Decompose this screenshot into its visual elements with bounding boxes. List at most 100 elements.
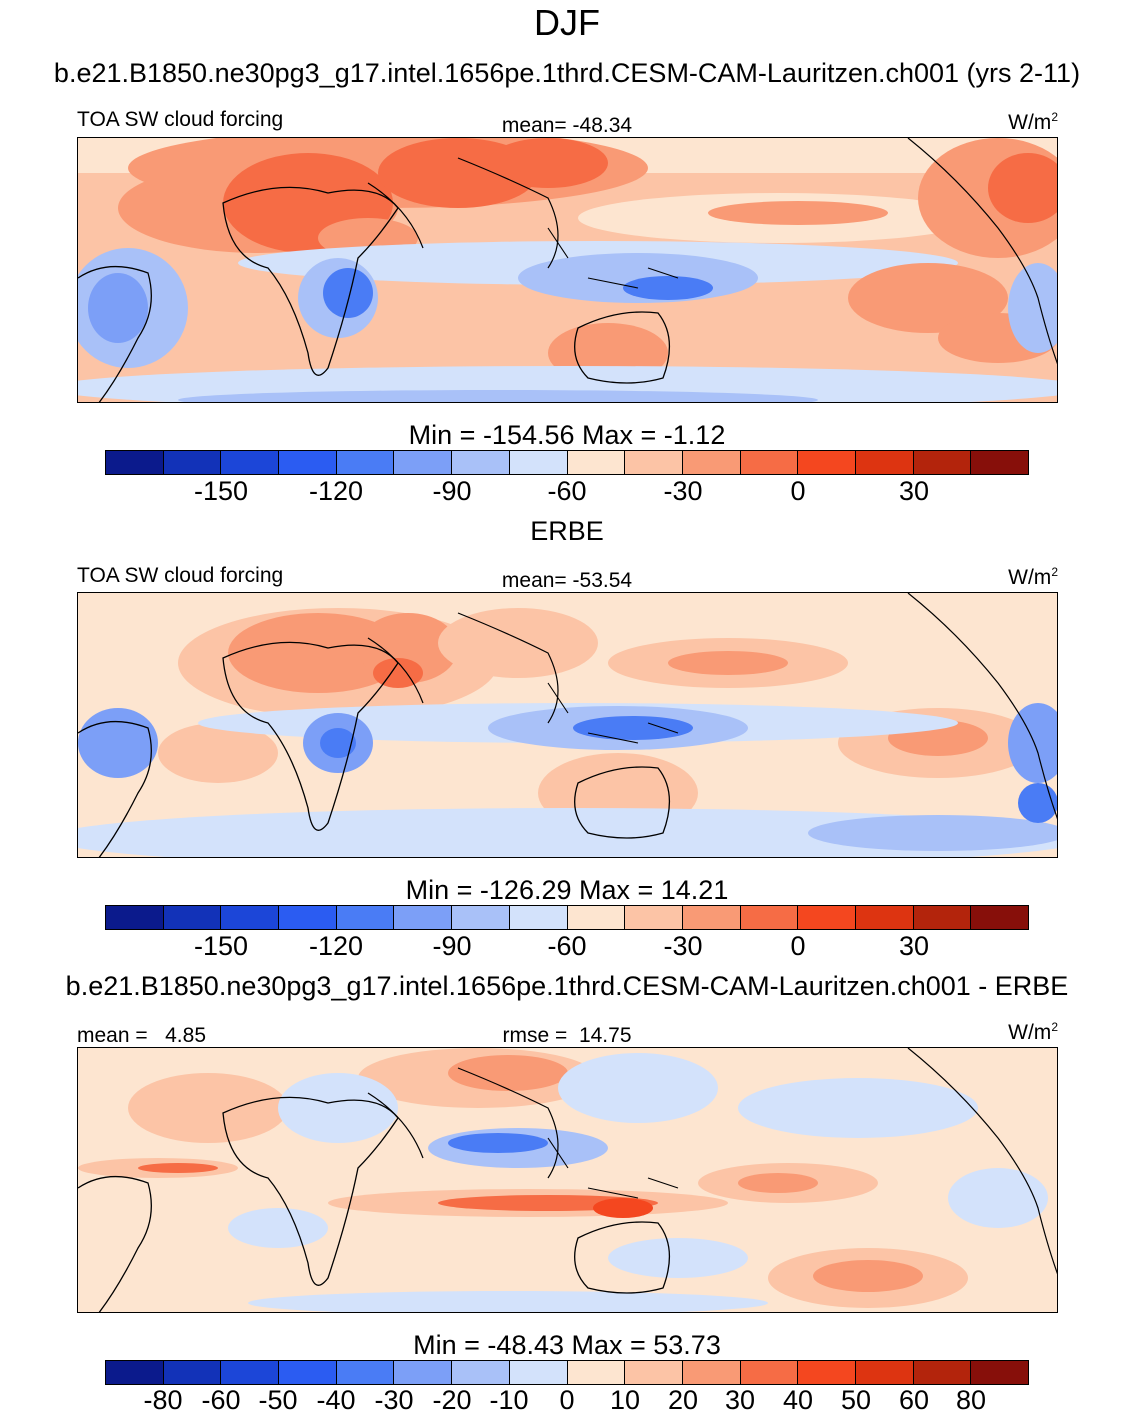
panel-3-title: b.e21.B1850.ne30pg3_g17.intel.1656pe.1th… xyxy=(65,971,1069,1001)
colorbar-swatch xyxy=(855,906,914,929)
colorbar-swatch xyxy=(336,906,395,929)
panel-1-tick: 0 xyxy=(790,476,806,506)
colorbar-swatch xyxy=(625,1361,683,1384)
colorbar-swatch xyxy=(913,451,972,474)
colorbar-swatch xyxy=(394,1361,453,1384)
panel-1-colorbar xyxy=(105,450,1029,475)
colorbar-swatch xyxy=(971,906,1028,929)
panel-3-tick: 30 xyxy=(724,1385,756,1415)
main-title: DJF xyxy=(534,2,600,43)
panel-1-colorbar-ticks: -150 -120 -90 -60 -30 0 30 xyxy=(0,476,1135,512)
panel-3-tick: 10 xyxy=(609,1385,641,1415)
panel-2-tick: 0 xyxy=(790,931,806,961)
panel-3-tick: 60 xyxy=(898,1385,930,1415)
colorbar-swatch xyxy=(394,451,453,474)
colorbar-swatch xyxy=(452,451,510,474)
colorbar-swatch xyxy=(221,906,280,929)
panel-1-mean-label: mean= -48.34 xyxy=(501,114,633,137)
colorbar-swatch xyxy=(336,451,395,474)
panel-1-tick: -60 xyxy=(547,476,587,506)
panel-3-tick: 50 xyxy=(840,1385,872,1415)
panel-1-map xyxy=(77,137,1058,403)
colorbar-swatch xyxy=(509,451,568,474)
panel-3-rmse-label: rmse = 14.75 xyxy=(502,1024,632,1047)
panel-2-tick: -90 xyxy=(432,931,472,961)
colorbar-swatch xyxy=(336,1361,395,1384)
panel-3-tick: -60 xyxy=(201,1385,241,1415)
panel-3-tick: -30 xyxy=(374,1385,414,1415)
panel-1-tick: -120 xyxy=(308,476,364,506)
colorbar-swatch xyxy=(279,451,337,474)
panel-3-tick: 80 xyxy=(955,1385,987,1415)
panel-2-title: ERBE xyxy=(530,516,604,546)
panel-3-mean-label: mean = 4.85 xyxy=(77,1024,207,1047)
colorbar-swatch xyxy=(394,906,453,929)
colorbar-swatch xyxy=(567,906,626,929)
colorbar-swatch xyxy=(221,1361,280,1384)
panel-2-colorbar xyxy=(105,905,1029,930)
panel-2-units: W/m2 xyxy=(1008,565,1058,589)
colorbar-swatch xyxy=(221,451,280,474)
colorbar-swatch xyxy=(740,906,799,929)
colorbar-swatch xyxy=(567,1361,626,1384)
panel-1-minmax: Min = -154.56 Max = -1.12 xyxy=(408,420,726,450)
panel-1-title: b.e21.B1850.ne30pg3_g17.intel.1656pe.1th… xyxy=(53,58,1081,88)
colorbar-swatch xyxy=(913,1361,972,1384)
panel-3-tick: -10 xyxy=(489,1385,529,1415)
colorbar-swatch xyxy=(279,1361,337,1384)
colorbar-swatch xyxy=(106,1361,164,1384)
colorbar-swatch xyxy=(106,451,164,474)
colorbar-swatch xyxy=(106,906,164,929)
panel-3-map xyxy=(77,1047,1058,1313)
panel-2-variable-label: TOA SW cloud forcing xyxy=(77,564,284,587)
panel-3-minmax: Min = -48.43 Max = 53.73 xyxy=(413,1330,721,1360)
colorbar-swatch xyxy=(509,906,568,929)
colorbar-swatch xyxy=(855,451,914,474)
colorbar-swatch xyxy=(163,1361,222,1384)
colorbar-swatch xyxy=(798,451,856,474)
panel-2-tick: 30 xyxy=(898,931,930,961)
colorbar-swatch xyxy=(452,1361,510,1384)
panel-3-tick: 0 xyxy=(559,1385,575,1415)
colorbar-swatch xyxy=(163,906,222,929)
colorbar-swatch xyxy=(798,1361,856,1384)
panel-3-units: W/m2 xyxy=(1008,1020,1058,1044)
colorbar-swatch xyxy=(567,451,626,474)
panel-2-tick: -30 xyxy=(663,931,703,961)
colorbar-swatch xyxy=(798,906,856,929)
panel-1-tick: 30 xyxy=(898,476,930,506)
colorbar-swatch xyxy=(971,1361,1028,1384)
panel-2-minmax: Min = -126.29 Max = 14.21 xyxy=(405,875,729,905)
panel-2-tick: -150 xyxy=(193,931,249,961)
panel-3-tick: -20 xyxy=(432,1385,472,1415)
panel-1-units: W/m2 xyxy=(1008,110,1058,134)
panel-3-colorbar-ticks: -80 -60 -50 -40 -30 -20 -10 0 10 20 30 4… xyxy=(0,1385,1135,1418)
colorbar-swatch xyxy=(682,906,741,929)
panel-1-tick: -150 xyxy=(193,476,249,506)
colorbar-swatch xyxy=(452,906,510,929)
panel-3-tick: -40 xyxy=(316,1385,356,1415)
colorbar-swatch xyxy=(279,906,337,929)
colorbar-swatch xyxy=(971,451,1028,474)
colorbar-swatch xyxy=(855,1361,914,1384)
panel-3-tick: 40 xyxy=(782,1385,814,1415)
panel-3-colorbar xyxy=(105,1360,1029,1385)
colorbar-swatch xyxy=(682,1361,741,1384)
colorbar-swatch xyxy=(509,1361,568,1384)
colorbar-swatch xyxy=(625,906,683,929)
colorbar-swatch xyxy=(740,1361,799,1384)
colorbar-swatch xyxy=(163,451,222,474)
panel-2-map xyxy=(77,592,1058,858)
panel-2-tick: -60 xyxy=(547,931,587,961)
panel-2-mean-label: mean= -53.54 xyxy=(501,569,633,592)
colorbar-swatch xyxy=(740,451,799,474)
colorbar-swatch xyxy=(682,451,741,474)
panel-2-colorbar-ticks: -150 -120 -90 -60 -30 0 30 xyxy=(0,931,1135,967)
panel-1-variable-label: TOA SW cloud forcing xyxy=(77,108,284,131)
panel-2-tick: -120 xyxy=(308,931,364,961)
colorbar-swatch xyxy=(625,451,683,474)
panel-3-tick: -80 xyxy=(143,1385,183,1415)
panel-3-tick: 20 xyxy=(667,1385,699,1415)
colorbar-swatch xyxy=(913,906,972,929)
panel-3-tick: -50 xyxy=(258,1385,298,1415)
